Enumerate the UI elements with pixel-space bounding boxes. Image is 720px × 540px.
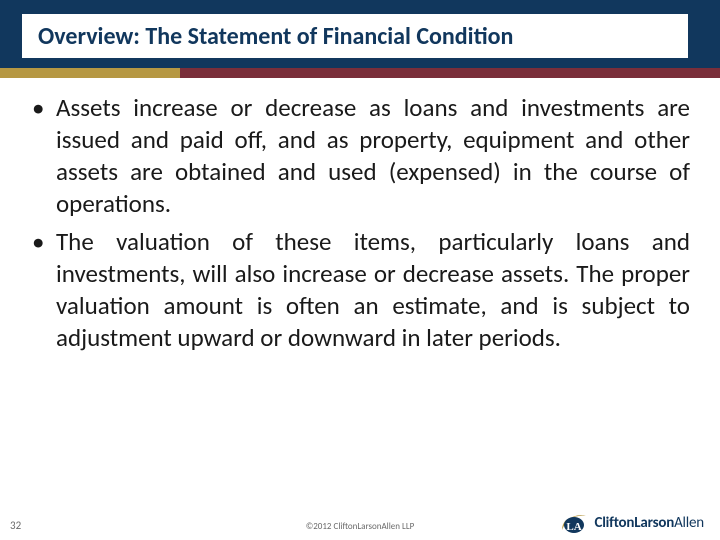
title-box: Overview: The Statement of Financial Con…: [22, 14, 688, 58]
brand-logo-text-bold: CliftonLarson: [594, 514, 674, 532]
bullet-list: Assets increase or decrease as loans and…: [30, 92, 690, 354]
bullet-item: Assets increase or decrease as loans and…: [30, 92, 690, 220]
accent-gold: [0, 68, 180, 78]
slide-body: Assets increase or decrease as loans and…: [30, 92, 690, 496]
copyright-text: ©2012 CliftonLarsonAllen LLP: [306, 521, 415, 532]
bullet-item: The valuation of these items, particular…: [30, 226, 690, 354]
accent-maroon: [180, 68, 720, 78]
brand-logo-text-light: Allen: [674, 514, 704, 532]
accent-stripe: [0, 68, 720, 78]
footer: 32 ©2012 CliftonLarsonAllen LLP LA Clift…: [0, 504, 720, 540]
brand-logo: LA CliftonLarsonAllen: [560, 512, 704, 534]
svg-text:LA: LA: [567, 521, 582, 533]
slide-title: Overview: The Statement of Financial Con…: [38, 22, 513, 51]
slide: Overview: The Statement of Financial Con…: [0, 0, 720, 540]
cliftonlarsonallen-logo-icon: LA: [560, 512, 588, 534]
brand-logo-text: CliftonLarsonAllen: [594, 514, 704, 532]
slide-number: 32: [10, 519, 21, 532]
